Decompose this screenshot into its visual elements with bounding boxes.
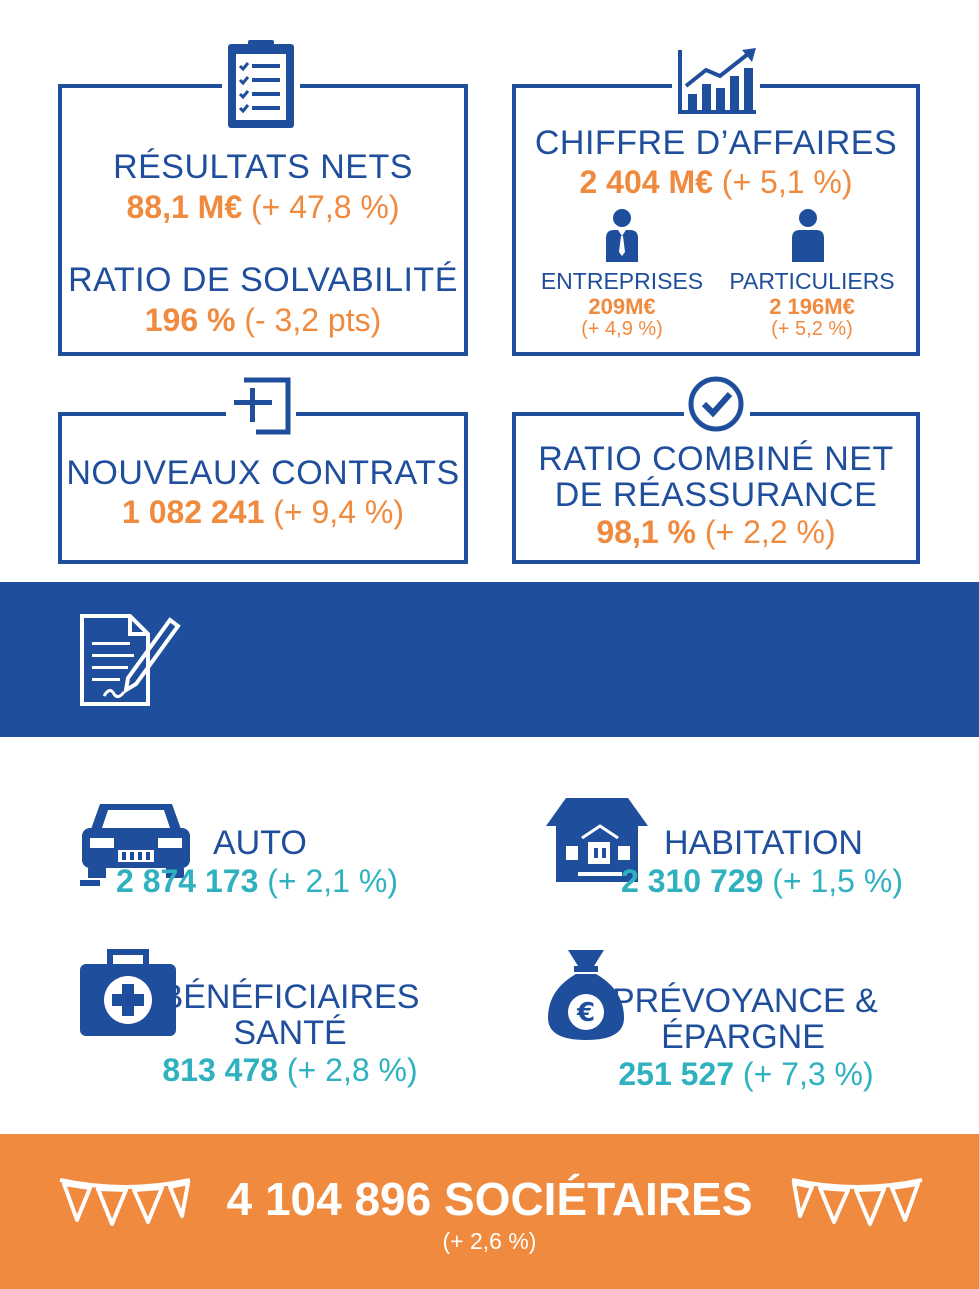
revenue-card xyxy=(512,84,920,356)
revenue-value-line: 2 404 M€ (+ 5,1 %) xyxy=(512,164,920,201)
solvency-value-line: 196 % (- 3,2 pts) xyxy=(58,302,468,339)
clipboard-icon xyxy=(222,36,300,132)
person-icon xyxy=(790,208,826,262)
members-total: 4 104 896 SOCIÉTAIRES xyxy=(226,1173,753,1225)
housing-change: (+ 1,5 %) xyxy=(772,863,903,899)
revenue-change: (+ 5,1 %) xyxy=(721,164,853,200)
car-icon xyxy=(78,792,194,888)
members-change: (+ 2,6 %) xyxy=(442,1228,537,1254)
companies-label: ENTREPRISES xyxy=(540,268,704,294)
svg-text:€: € xyxy=(576,998,595,1028)
health-label-1: BÉNÉFICIAIRES xyxy=(160,978,420,1016)
auto-change: (+ 2,1 %) xyxy=(267,863,398,899)
first-aid-kit-icon xyxy=(78,942,178,1038)
individuals-change: (+ 5,2 %) xyxy=(771,318,853,340)
solvency-value: 196 % xyxy=(144,302,236,338)
savings-value-line: 251 527 (+ 7,3 %) xyxy=(606,1056,886,1093)
bunting-icon xyxy=(790,1172,924,1232)
housing-value: 2 310 729 xyxy=(621,863,764,899)
add-contract-icon xyxy=(226,372,296,438)
checkmark-icon xyxy=(684,374,750,434)
savings-change: (+ 7,3 %) xyxy=(742,1056,874,1092)
results-label: RÉSULTATS NETS xyxy=(113,148,413,186)
savings-label-2: ÉPARGNE xyxy=(661,1018,825,1056)
housing-label: HABITATION xyxy=(664,824,863,862)
new-contracts-value: 1 082 241 xyxy=(122,494,265,530)
individuals-value: 2 196M€ xyxy=(769,294,855,319)
combined-ratio-value: 98,1 % xyxy=(596,514,696,550)
businessman-icon xyxy=(604,208,640,262)
signed-document-icon xyxy=(78,612,182,708)
new-contracts-change: (+ 9,4 %) xyxy=(273,494,404,530)
solvency-change: (- 3,2 pts) xyxy=(244,302,382,338)
combined-ratio-change: (+ 2,2 %) xyxy=(704,514,836,550)
savings-label-1: PRÉVOYANCE & xyxy=(612,982,878,1020)
members-banner xyxy=(0,1134,979,1289)
results-change: (+ 47,8 %) xyxy=(251,189,400,225)
house-icon xyxy=(542,796,652,888)
individuals-label: PARTICULIERS xyxy=(729,268,895,294)
solvency-label: RATIO DE SOLVABILITÉ xyxy=(68,261,458,299)
new-contracts-label: NOUVEAUX CONTRATS xyxy=(66,454,460,492)
results-value: 88,1 M€ xyxy=(126,189,243,225)
health-change: (+ 2,8 %) xyxy=(286,1052,418,1088)
contracts-banner xyxy=(0,582,979,737)
health-value: 813 478 xyxy=(162,1052,279,1088)
revenue-label: CHIFFRE D’AFFAIRES xyxy=(534,124,898,162)
combined-ratio-label-1: RATIO COMBINÉ NET xyxy=(538,440,894,478)
new-contracts-value-line: 1 082 241 (+ 9,4 %) xyxy=(58,494,468,531)
auto-value: 2 874 173 xyxy=(116,863,259,899)
savings-value: 251 527 xyxy=(618,1056,735,1092)
auto-value-line: 2 874 173 (+ 2,1 %) xyxy=(116,863,398,900)
results-value-line: 88,1 M€ (+ 47,8 %) xyxy=(58,189,468,226)
auto-label: AUTO xyxy=(213,824,307,862)
revenue-value: 2 404 M€ xyxy=(579,164,713,200)
money-bag-icon: € xyxy=(546,946,626,1042)
bunting-icon xyxy=(58,1172,192,1232)
companies-change: (+ 4,9 %) xyxy=(581,318,663,340)
housing-value-line: 2 310 729 (+ 1,5 %) xyxy=(621,863,903,900)
growth-chart-icon xyxy=(672,44,760,118)
combined-ratio-card xyxy=(512,412,920,564)
health-value-line: 813 478 (+ 2,8 %) xyxy=(150,1052,430,1089)
combined-ratio-value-line: 98,1 % (+ 2,2 %) xyxy=(512,514,920,551)
combined-ratio-label-2: DE RÉASSURANCE xyxy=(554,476,878,514)
companies-value: 209M€ xyxy=(588,294,656,319)
health-label-2: SANTÉ xyxy=(233,1014,347,1052)
